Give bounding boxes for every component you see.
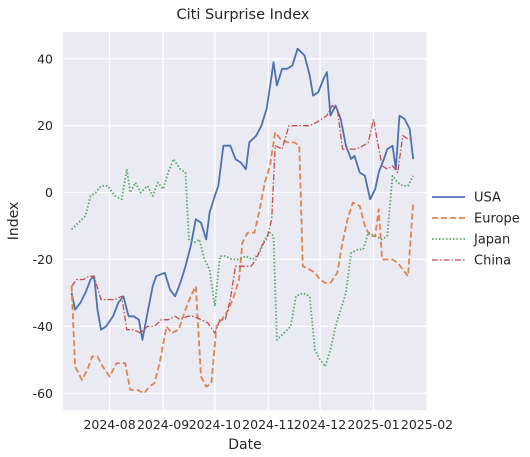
x-tick-label: 2024-11 bbox=[242, 417, 294, 432]
series-line-europe bbox=[70, 131, 415, 395]
x-tick-label: 2024-12 bbox=[294, 417, 346, 432]
legend-label-china: China bbox=[474, 254, 511, 269]
x-tick-label: 2024-10 bbox=[189, 417, 241, 432]
x-tick-label: 2025-01 bbox=[347, 417, 399, 432]
y-tick-label: -20 bbox=[33, 252, 53, 267]
legend: USA Europe Japan China bbox=[432, 191, 520, 269]
y-tick-label: 20 bbox=[37, 118, 53, 133]
y-tick-label: 40 bbox=[37, 51, 53, 66]
legend-label-usa: USA bbox=[474, 191, 501, 206]
legend-label-europe: Europe bbox=[474, 212, 520, 227]
x-tick-label: 2025-02 bbox=[401, 417, 453, 432]
chart-title: Citi Surprise Index bbox=[176, 7, 309, 23]
grid bbox=[63, 32, 428, 410]
x-axis-label: Date bbox=[228, 437, 261, 453]
y-tick-label: 0 bbox=[45, 185, 53, 200]
series-line-usa bbox=[70, 47, 415, 341]
legend-label-japan: Japan bbox=[473, 233, 510, 248]
y-tick-label: -40 bbox=[33, 319, 53, 334]
plot-area bbox=[63, 32, 427, 410]
x-tick-label: 2024-09 bbox=[137, 417, 189, 432]
series-line-japan bbox=[70, 158, 415, 368]
y-axis-label: Index bbox=[6, 202, 22, 241]
series-layer bbox=[70, 47, 415, 395]
x-tick-label: 2024-08 bbox=[83, 417, 135, 432]
series-line-china bbox=[71, 104, 414, 334]
y-tick-label: -60 bbox=[33, 386, 53, 401]
